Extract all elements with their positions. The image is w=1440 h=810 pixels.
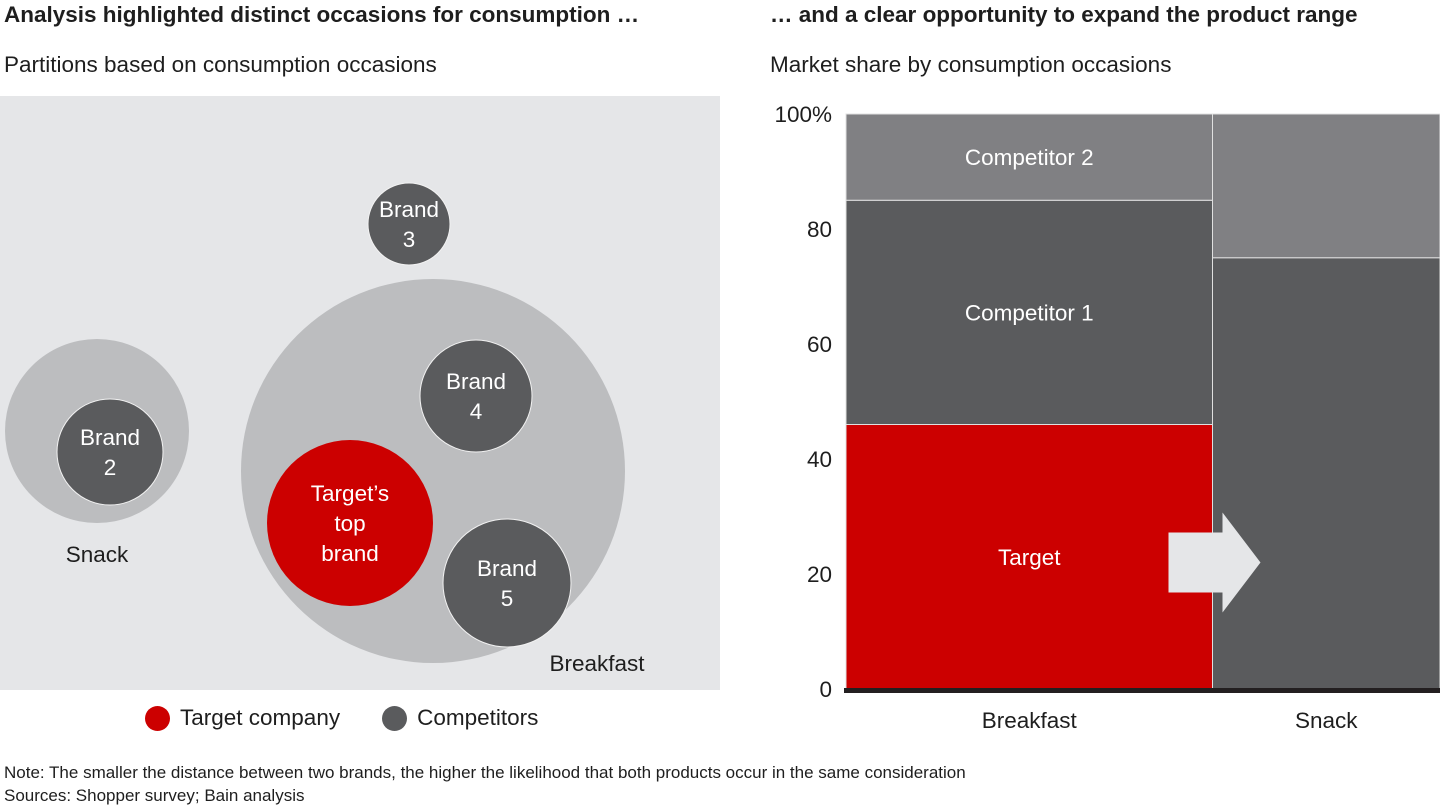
- brand-label-brand-4: Brand: [446, 369, 506, 394]
- brand-bubble-brand-4: [419, 339, 533, 453]
- legend-target-swatch-icon: [145, 705, 170, 731]
- x-category-label-snack: Snack: [1295, 708, 1358, 733]
- segment-competitor-1-breakfast: [845, 199, 1213, 425]
- legend-item-target: Target company: [145, 705, 340, 731]
- legend-competitor-swatch-icon: [382, 705, 408, 731]
- left-title: Analysis highlighted distinct occasions …: [4, 2, 640, 27]
- y-tick-label: 20: [807, 562, 832, 587]
- brand-label-brand-3: Brand: [379, 197, 439, 222]
- brand-label-brand-3: 3: [403, 227, 416, 252]
- segment-label-competitor-1: Competitor 1: [965, 300, 1094, 325]
- brand-bubble-target-top-brand: [267, 440, 433, 606]
- occasion-bubble-diagram: Snack Breakfast Brand 2 Brand 3 Brand 4 Target’s…: [5, 182, 645, 676]
- legend: Target company Competitors: [145, 705, 580, 731]
- brand-bubble-brand-5: [442, 518, 572, 648]
- x-axis-baseline: [844, 688, 1440, 693]
- segment-label-competitor-2: Competitor 2: [965, 145, 1094, 170]
- segment-target-breakfast: [845, 424, 1213, 690]
- legend-competitors-label: Competitors: [417, 705, 539, 730]
- right-title: … and a clear opportunity to expand the …: [770, 2, 1358, 27]
- brand-bubble-brand-3: [367, 182, 451, 266]
- sources: Sources: Shopper survey; Bain analysis: [4, 786, 305, 805]
- legend-target-label: Target company: [180, 705, 341, 730]
- expansion-arrow-icon: [1168, 512, 1261, 613]
- brand-label-target-top-brand: top: [334, 511, 365, 536]
- left-subtitle: Partitions based on consumption occasion…: [4, 52, 437, 77]
- legend-item-competitors: Competitors: [382, 705, 538, 731]
- brand-label-target-top-brand: brand: [321, 541, 379, 566]
- x-category-label-breakfast: Breakfast: [982, 708, 1078, 733]
- y-tick-label: 0: [819, 677, 832, 702]
- segment-competitor-1-snack: [1211, 257, 1440, 690]
- brand-label-brand-5: Brand: [477, 556, 537, 581]
- y-tick-label: 40: [807, 447, 832, 472]
- footnote: Note: The smaller the distance between t…: [4, 763, 966, 782]
- segment-competitor-2-breakfast: [845, 113, 1213, 201]
- brand-label-brand-2: 2: [104, 455, 117, 480]
- brand-label-brand-2: Brand: [80, 425, 140, 450]
- segment-competitor-2-snack: [1211, 113, 1440, 259]
- y-tick-label: 100%: [774, 102, 832, 127]
- market-share-chart: 0 20 40 60 80 100% Target Competitor 1 Competito…: [774, 102, 1440, 733]
- occasion-label-snack: Snack: [66, 542, 129, 567]
- brand-label-brand-5: 5: [501, 586, 514, 611]
- brand-label-brand-4: 4: [470, 399, 483, 424]
- brand-bubble-brand-2: [56, 398, 164, 506]
- y-tick-label: 80: [807, 217, 832, 242]
- y-tick-label: 60: [807, 332, 832, 357]
- occasion-label-breakfast: Breakfast: [549, 651, 645, 676]
- right-subtitle: Market share by consumption occasions: [770, 52, 1172, 77]
- brand-label-target-top-brand: Target’s: [311, 481, 389, 506]
- segment-label-target: Target: [998, 545, 1061, 570]
